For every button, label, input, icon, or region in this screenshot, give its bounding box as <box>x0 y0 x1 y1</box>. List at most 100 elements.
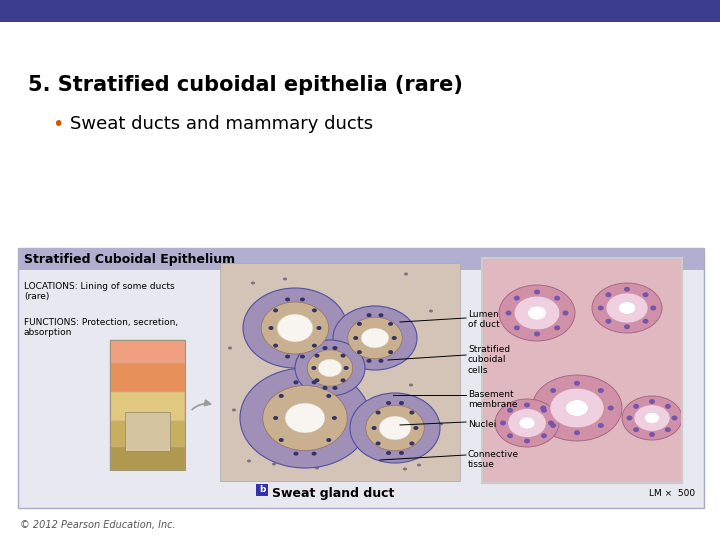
Bar <box>110 340 185 363</box>
Ellipse shape <box>326 438 331 442</box>
Ellipse shape <box>404 399 408 402</box>
Ellipse shape <box>285 298 290 301</box>
Ellipse shape <box>323 386 328 390</box>
Ellipse shape <box>514 296 520 301</box>
Ellipse shape <box>326 394 331 398</box>
Ellipse shape <box>388 322 393 326</box>
Ellipse shape <box>261 302 329 354</box>
Ellipse shape <box>399 451 404 455</box>
Ellipse shape <box>554 296 560 301</box>
Ellipse shape <box>404 273 408 275</box>
Ellipse shape <box>649 432 655 437</box>
Ellipse shape <box>665 427 671 432</box>
Ellipse shape <box>541 408 547 413</box>
Ellipse shape <box>410 410 415 415</box>
Ellipse shape <box>300 354 304 357</box>
Ellipse shape <box>315 379 320 382</box>
Ellipse shape <box>312 380 317 384</box>
Ellipse shape <box>633 427 639 432</box>
Bar <box>0 0 720 22</box>
Ellipse shape <box>312 451 317 456</box>
Ellipse shape <box>279 438 284 442</box>
Ellipse shape <box>350 393 440 463</box>
Ellipse shape <box>626 415 632 421</box>
Ellipse shape <box>507 408 513 413</box>
Ellipse shape <box>574 430 580 435</box>
Ellipse shape <box>366 405 424 451</box>
Bar <box>125 411 170 450</box>
Ellipse shape <box>499 285 575 341</box>
Ellipse shape <box>294 451 298 456</box>
Ellipse shape <box>270 408 274 410</box>
Ellipse shape <box>251 281 255 285</box>
Ellipse shape <box>395 340 399 342</box>
Ellipse shape <box>403 468 407 470</box>
Ellipse shape <box>283 278 287 280</box>
Text: Stratified Cuboidal Epithelium: Stratified Cuboidal Epithelium <box>24 253 235 266</box>
Ellipse shape <box>634 405 670 431</box>
Ellipse shape <box>540 406 546 410</box>
Ellipse shape <box>357 350 362 354</box>
Ellipse shape <box>363 443 367 447</box>
Ellipse shape <box>379 359 384 363</box>
Text: •: • <box>52 115 63 134</box>
Bar <box>18 248 704 270</box>
Ellipse shape <box>409 383 413 387</box>
Ellipse shape <box>562 310 569 315</box>
Ellipse shape <box>285 403 325 433</box>
Ellipse shape <box>507 433 513 438</box>
Ellipse shape <box>311 366 316 370</box>
Ellipse shape <box>379 416 411 440</box>
Ellipse shape <box>243 288 347 368</box>
Ellipse shape <box>606 319 611 324</box>
Ellipse shape <box>514 325 520 330</box>
Ellipse shape <box>624 287 630 292</box>
Ellipse shape <box>508 409 546 437</box>
Ellipse shape <box>420 415 424 418</box>
Text: Lumen
of duct: Lumen of duct <box>468 310 500 329</box>
Text: © 2012 Pearson Education, Inc.: © 2012 Pearson Education, Inc. <box>20 520 176 530</box>
Bar <box>482 258 682 483</box>
Ellipse shape <box>548 421 554 426</box>
Ellipse shape <box>357 322 362 326</box>
Ellipse shape <box>333 306 417 370</box>
Ellipse shape <box>500 421 506 426</box>
Text: b: b <box>258 485 265 495</box>
Ellipse shape <box>642 292 649 297</box>
Ellipse shape <box>554 325 560 330</box>
Ellipse shape <box>541 433 547 438</box>
Text: Basement
membrane: Basement membrane <box>468 390 518 409</box>
Ellipse shape <box>320 342 324 346</box>
Ellipse shape <box>323 346 328 350</box>
Ellipse shape <box>341 354 346 357</box>
Ellipse shape <box>649 399 655 404</box>
Ellipse shape <box>380 455 384 457</box>
Ellipse shape <box>366 359 372 363</box>
Ellipse shape <box>332 416 337 420</box>
Ellipse shape <box>505 310 511 315</box>
Ellipse shape <box>300 298 305 301</box>
Ellipse shape <box>294 380 298 384</box>
Ellipse shape <box>534 289 540 294</box>
Ellipse shape <box>331 363 335 367</box>
Ellipse shape <box>495 399 559 447</box>
Bar <box>110 421 185 447</box>
Ellipse shape <box>240 368 370 468</box>
Ellipse shape <box>439 422 443 426</box>
Ellipse shape <box>524 438 530 443</box>
Ellipse shape <box>277 314 313 342</box>
Ellipse shape <box>598 388 604 393</box>
Ellipse shape <box>650 306 656 310</box>
Ellipse shape <box>592 283 662 333</box>
Ellipse shape <box>247 460 251 462</box>
Ellipse shape <box>410 441 415 445</box>
Ellipse shape <box>550 388 604 428</box>
Ellipse shape <box>307 350 353 386</box>
Ellipse shape <box>606 292 611 297</box>
Text: LOCATIONS: Lining of some ducts
(rare): LOCATIONS: Lining of some ducts (rare) <box>24 282 175 301</box>
Ellipse shape <box>534 332 540 336</box>
Text: Stratified
cuboidal
cells: Stratified cuboidal cells <box>468 345 510 375</box>
Ellipse shape <box>348 317 402 359</box>
Ellipse shape <box>251 343 255 347</box>
Ellipse shape <box>312 308 317 312</box>
